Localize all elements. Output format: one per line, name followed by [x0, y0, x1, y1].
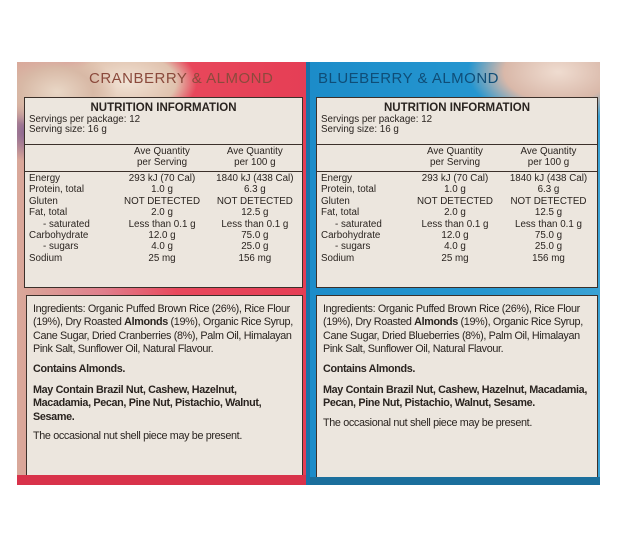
allergen-may-contain: May Contain Brazil Nut, Cashew, Hazelnut…: [33, 384, 262, 423]
table-row: Gluten NOT DETECTED NOT DETECTED: [29, 195, 293, 207]
panel-divider: [306, 62, 310, 485]
table-row: Energy 293 kJ (70 Cal) 1840 kJ (438 Cal): [29, 173, 294, 184]
packaging-edge: [17, 475, 308, 485]
ingredients-text: Ingredients: Organic Puffed Brown Rice (…: [33, 303, 293, 356]
table-row: Sodium 25 mg 156 mg: [29, 252, 272, 264]
serving-size: Serving size: 16 g: [29, 124, 107, 135]
table-row: Fat, total 2.0 g 12.5 g: [29, 207, 269, 219]
nutrition-header: NUTRITION INFORMATION Servings per packa…: [25, 98, 302, 145]
shell-note: The occasional nut shell piece may be pr…: [323, 416, 532, 429]
table-row: - sugars 4.0 g 25.0 g: [43, 241, 269, 253]
nutrition-information-table: NUTRITION INFORMATION Servings per packa…: [24, 97, 303, 288]
nutrition-title: NUTRITION INFORMATION: [90, 102, 237, 114]
ingredients-text: Ingredients: Organic Puffed Brown Rice (…: [323, 303, 583, 356]
column-header-per-100g: Ave Quantity per 100 g: [226, 146, 283, 168]
table-row: Protein, total 1.0 g 6.3 g: [321, 184, 560, 196]
column-header-per-serving: Ave Quantity per Serving: [134, 146, 190, 168]
table-row: Energy 293 kJ (70 Cal) 1840 kJ (438 Cal): [321, 173, 588, 184]
table-row: Carbohydrate 12.0 g 75.0 g: [29, 229, 269, 241]
table-row: - saturated Less than 0.1 g Less than 0.…: [335, 218, 582, 230]
servings-per-package: Servings per package: 12: [321, 114, 433, 125]
shell-note: The occasional nut shell piece may be pr…: [33, 430, 242, 443]
nutrition-title: NUTRITION INFORMATION: [383, 102, 531, 114]
table-row: - sugars 4.0 g 25.0 g: [335, 241, 563, 253]
column-header-per-serving: Ave Quantity per Serving: [427, 146, 483, 168]
allergen-contains: Contains Almonds.: [33, 362, 126, 375]
product-label-photo: CRANBERRY & ALMOND NUTRITION INFORMATION…: [17, 62, 600, 485]
servings-per-package: Servings per package: 12: [29, 114, 141, 125]
flavor-title: BLUEBERRY & ALMOND: [318, 70, 500, 87]
allergen-contains: Contains Almonds.: [323, 362, 416, 375]
column-headers: Ave Quantity per Serving Ave Quantity pe…: [25, 145, 302, 172]
table-row: Sodium 25 mg 156 mg: [321, 252, 565, 264]
ingredients-box: Ingredients: Organic Puffed Brown Rice (…: [316, 295, 598, 480]
column-headers: Ave Quantity per Serving Ave Quantity pe…: [317, 145, 597, 172]
table-row: Protein, total 1.0 g 6.3 g: [29, 184, 266, 196]
blueberry-almond-panel: BLUEBERRY & ALMOND NUTRITION INFORMATION…: [308, 62, 600, 485]
serving-size: Serving size: 16 g: [321, 124, 399, 135]
allergen-may-contain: May Contain Brazil Nut, Cashew, Hazelnut…: [323, 384, 587, 410]
nutrition-rows: Energy 293 kJ (70 Cal) 1840 kJ (438 Cal)…: [317, 172, 597, 264]
column-header-per-100g: Ave Quantity per 100 g: [520, 146, 577, 168]
nutrition-header: NUTRITION INFORMATION Servings per packa…: [317, 98, 597, 145]
ingredients-box: Ingredients: Organic Puffed Brown Rice (…: [26, 295, 303, 480]
flavor-title: CRANBERRY & ALMOND: [89, 70, 274, 87]
table-row: Gluten NOT DETECTED NOT DETECTED: [321, 195, 587, 207]
table-row: Fat, total 2.0 g 12.5 g: [321, 207, 563, 219]
nutrition-information-table: NUTRITION INFORMATION Servings per packa…: [316, 97, 598, 288]
table-row: Carbohydrate 12.0 g 75.0 g: [321, 229, 563, 241]
packaging-edge: [308, 477, 600, 485]
nutrition-rows: Energy 293 kJ (70 Cal) 1840 kJ (438 Cal)…: [25, 172, 302, 264]
cranberry-almond-panel: CRANBERRY & ALMOND NUTRITION INFORMATION…: [17, 62, 308, 485]
table-row: - saturated Less than 0.1 g Less than 0.…: [43, 218, 289, 230]
